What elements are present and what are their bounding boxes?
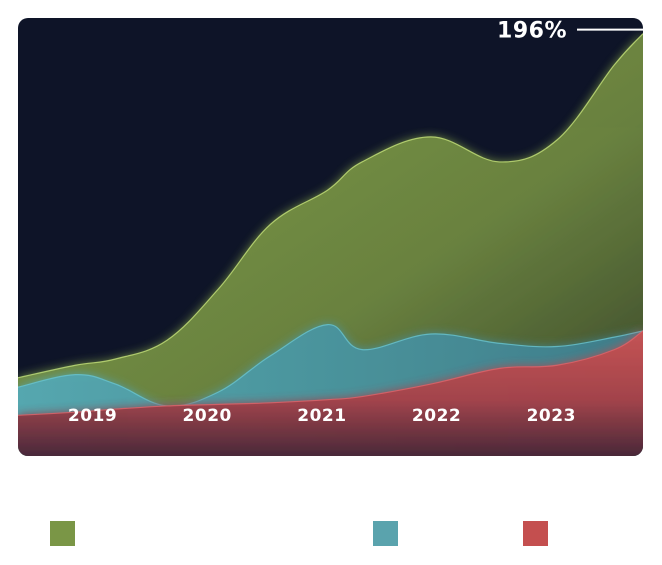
x-tick-label-2021: 2021 <box>297 406 346 426</box>
x-tick-label-2019: 2019 <box>68 406 117 426</box>
area-series-red-group <box>18 330 643 456</box>
x-tick-label-2022: 2022 <box>412 406 461 426</box>
area-series-red <box>18 330 643 456</box>
chart-area: 2019 2020 2021 2022 2023 196% <box>18 18 643 456</box>
x-tick-label-2023: 2023 <box>527 406 576 426</box>
legend-swatch-teal <box>373 521 398 546</box>
legend-swatch-red <box>523 521 548 546</box>
callout-label: 196% <box>497 19 567 44</box>
stacked-area-chart: 2019 2020 2021 2022 2023 196% <box>18 19 643 456</box>
x-tick-label-2020: 2020 <box>183 406 232 426</box>
area-series-teal-edge <box>18 323 643 407</box>
area-series-red-edge <box>18 330 643 416</box>
legend-swatch-green <box>50 521 75 546</box>
area-series-green-edge <box>18 33 643 379</box>
